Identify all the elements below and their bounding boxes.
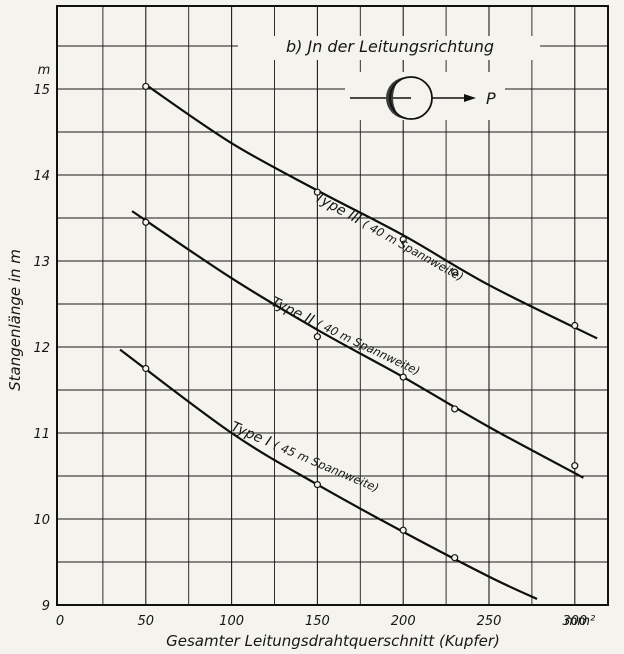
data-point [399, 526, 407, 534]
data-point [571, 462, 579, 470]
x-unit-label: mm² [565, 614, 596, 629]
grid [57, 6, 608, 605]
curve-label-type: Type III [312, 190, 367, 230]
curve-type-iii [145, 83, 598, 340]
y-tick-label: 15 [33, 83, 50, 98]
x-tick-label: 300 [562, 614, 587, 629]
curve-type-ii [131, 210, 584, 479]
pole-hatch-icon [386, 77, 407, 119]
y-tick-label: 9 [42, 599, 50, 614]
y-tick-label: 12 [33, 341, 50, 356]
data-point [399, 373, 407, 381]
curve-label: Type I ( 45 m Spannweite) [228, 419, 381, 496]
plot-frame [56, 5, 609, 606]
chart-title: b) Jn der Leitungsrichtung [286, 37, 494, 56]
arrow-right-icon [464, 94, 476, 102]
data-point [451, 268, 459, 276]
data-point [313, 188, 321, 196]
data-point [142, 364, 150, 373]
curve-type-i [119, 348, 538, 600]
curve-label: Type III ( 40 m Spannweite) [312, 190, 466, 285]
data-point [313, 333, 321, 341]
curves [119, 83, 598, 600]
curve-labels: Type III ( 40 m Spannweite) Type II ( 40 … [228, 190, 466, 496]
data-point [451, 554, 459, 562]
y-tick-label: 14 [33, 169, 50, 184]
data-point [142, 218, 150, 226]
y-unit-label: m [38, 63, 51, 78]
title-group: b) Jn der Leitungsrichtung [238, 36, 540, 60]
data-point [313, 481, 321, 489]
curve-label-span: ( 40 m Spannweite) [360, 217, 466, 284]
y-tick-label: 13 [33, 255, 50, 270]
x-tick-label: 50 [138, 614, 155, 629]
x-tick-label: 0 [56, 614, 64, 629]
y-axis-label: Stangenlänge in m [6, 249, 24, 391]
title-background [238, 36, 540, 60]
curve-label: Type II ( 40 m Spannweite) [268, 294, 423, 379]
x-tick-label: 100 [219, 614, 244, 629]
y-tick-label: 10 [33, 513, 50, 528]
direction-symbol: P [345, 72, 505, 120]
y-tick-labels: 9 10 11 12 13 14 15 [33, 83, 50, 614]
symbol-background [345, 72, 505, 120]
x-axis-label: Gesamter Leitungsdrahtquerschnitt (Kupfe… [166, 632, 500, 650]
data-points [142, 82, 579, 562]
data-point [399, 235, 407, 244]
x-tick-label: 200 [391, 614, 416, 629]
data-point [451, 405, 459, 413]
force-label: P [486, 89, 496, 108]
x-tick-labels: 0 50 100 150 200 250 300 [56, 614, 587, 629]
x-tick-label: 250 [477, 614, 502, 629]
curve-label-type: Type II [268, 294, 320, 330]
data-point [142, 82, 150, 91]
data-point [571, 321, 579, 330]
y-tick-label: 11 [33, 427, 50, 442]
x-tick-label: 150 [305, 614, 330, 629]
